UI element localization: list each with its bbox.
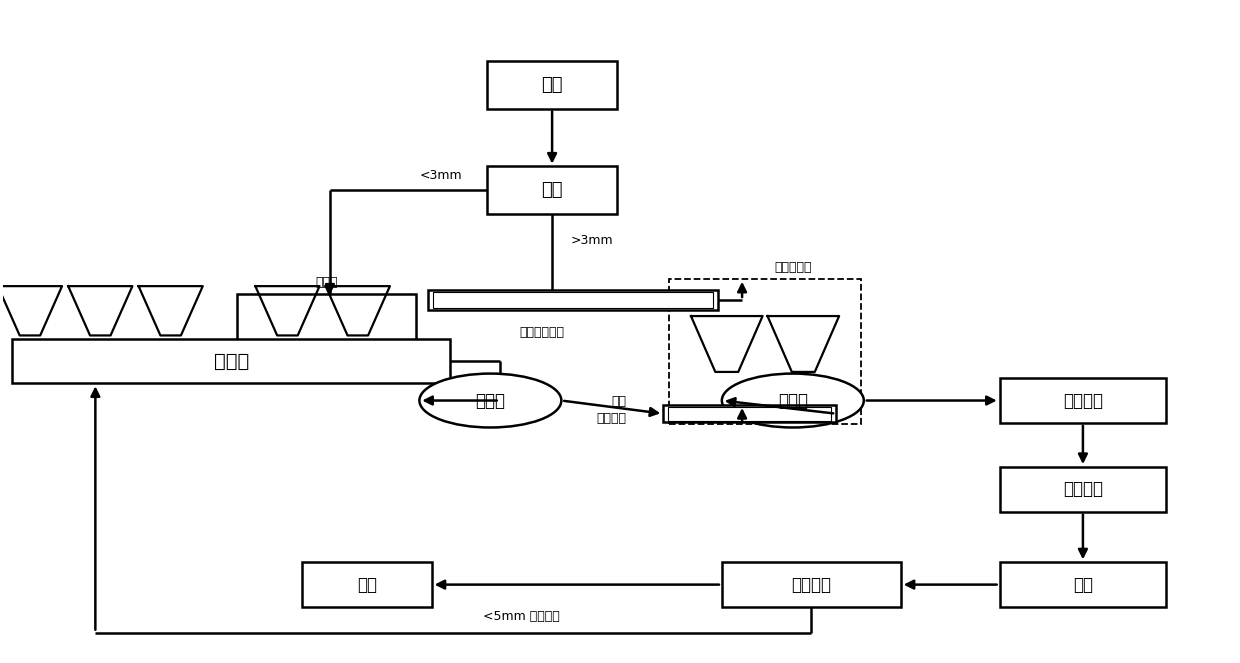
Ellipse shape xyxy=(419,373,562,428)
FancyBboxPatch shape xyxy=(670,279,861,424)
Text: 制犒机: 制犒机 xyxy=(777,392,807,410)
Text: 燃料仓: 燃料仓 xyxy=(315,276,339,289)
FancyBboxPatch shape xyxy=(428,290,718,310)
Text: 外配胶带: 外配胶带 xyxy=(596,412,626,426)
FancyBboxPatch shape xyxy=(433,292,713,308)
Text: 点火烧结: 点火烧结 xyxy=(1063,392,1102,410)
FancyBboxPatch shape xyxy=(487,61,618,109)
FancyBboxPatch shape xyxy=(999,467,1167,512)
Text: 整犒筛分: 整犒筛分 xyxy=(791,575,831,593)
FancyBboxPatch shape xyxy=(999,378,1167,423)
Text: 第二: 第二 xyxy=(611,395,626,408)
Text: 高炉: 高炉 xyxy=(357,575,377,593)
Text: 外配燃料仓: 外配燃料仓 xyxy=(775,261,812,274)
FancyBboxPatch shape xyxy=(722,562,900,607)
FancyBboxPatch shape xyxy=(12,339,450,383)
Text: >3mm: >3mm xyxy=(570,233,614,247)
Text: 单辊破碎: 单辊破碎 xyxy=(1063,480,1102,499)
Text: <5mm 返回配料: <5mm 返回配料 xyxy=(482,610,559,623)
Text: 混匀机: 混匀机 xyxy=(475,392,506,410)
FancyBboxPatch shape xyxy=(999,562,1167,607)
Text: 筛分: 筛分 xyxy=(542,181,563,199)
Ellipse shape xyxy=(722,373,864,428)
FancyBboxPatch shape xyxy=(663,405,836,422)
Text: 冷却: 冷却 xyxy=(1073,575,1092,593)
FancyBboxPatch shape xyxy=(487,166,618,213)
FancyBboxPatch shape xyxy=(237,294,417,348)
FancyBboxPatch shape xyxy=(668,406,831,420)
FancyBboxPatch shape xyxy=(303,562,432,607)
Text: 破碎: 破碎 xyxy=(542,76,563,94)
Text: 配　料: 配 料 xyxy=(213,351,249,371)
Text: 第一外配胶带: 第一外配胶带 xyxy=(520,326,564,339)
Text: <3mm: <3mm xyxy=(419,169,463,182)
